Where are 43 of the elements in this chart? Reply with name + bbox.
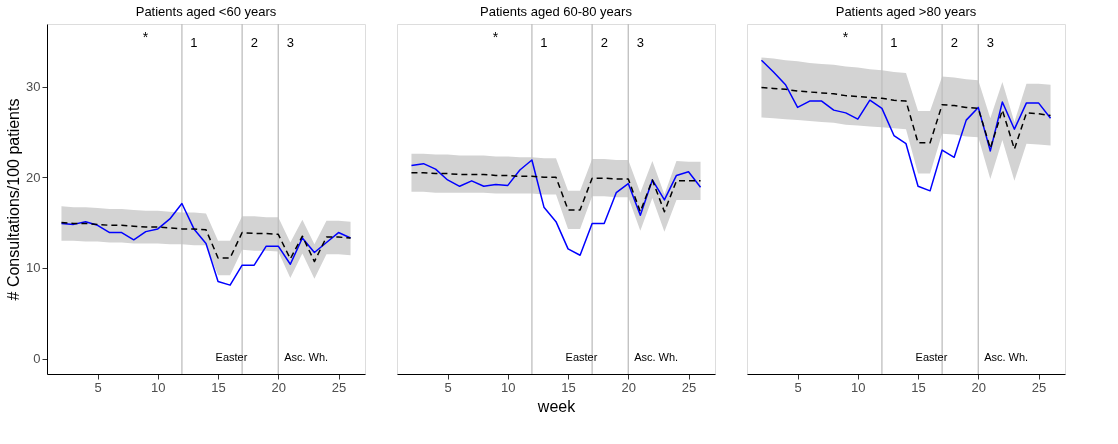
- x-tick-label: 15: [211, 379, 226, 395]
- chart-title: Patients aged 60-80 years: [480, 4, 633, 20]
- chart-title: Patients aged >80 years: [835, 4, 977, 20]
- x-tick-label: 20: [271, 379, 287, 395]
- annotation: 1: [540, 35, 548, 51]
- x-tick-label: 15: [911, 379, 926, 395]
- annotation: *: [142, 29, 149, 45]
- annotation: 1: [890, 35, 898, 51]
- annotation: Easter: [915, 351, 948, 364]
- annotation: 3: [286, 35, 294, 51]
- annotation: *: [842, 29, 849, 45]
- x-tick-label: 15: [561, 379, 576, 395]
- annotation: 2: [600, 35, 608, 51]
- annotation: Asc. Wh.: [984, 351, 1029, 364]
- y-axis-title: # Consultations/100 patients: [5, 98, 23, 301]
- x-tick-label: 25: [331, 379, 347, 395]
- x-tick-label: 25: [681, 379, 697, 395]
- x-tick-label: 20: [971, 379, 987, 395]
- x-axis-title: week: [536, 397, 577, 415]
- y-tick-label: 30: [26, 79, 41, 95]
- annotation: 2: [250, 35, 258, 51]
- annotation: Asc. Wh.: [634, 351, 679, 364]
- line-series: [60, 221, 352, 263]
- annotation: 3: [986, 35, 994, 51]
- x-tick-label: 5: [94, 379, 102, 395]
- annotation: 1: [190, 35, 198, 51]
- annotation: Easter: [215, 351, 248, 364]
- x-tick-label: 25: [1031, 379, 1047, 395]
- annotation: Asc. Wh.: [284, 351, 329, 364]
- annotation: 3: [636, 35, 644, 51]
- x-tick-label: 10: [851, 379, 866, 395]
- x-tick-label: 5: [444, 379, 452, 395]
- annotation: 2: [950, 35, 958, 51]
- annotation: *: [492, 29, 499, 45]
- annotation: Easter: [565, 351, 598, 364]
- chart-title: Patients aged <60 years: [135, 4, 277, 20]
- y-tick-label: 20: [26, 169, 41, 185]
- y-tick-label: 0: [33, 351, 41, 367]
- x-tick-label: 20: [621, 379, 637, 395]
- x-tick-label: 10: [151, 379, 166, 395]
- y-tick-label: 10: [26, 260, 41, 276]
- x-tick-label: 5: [794, 379, 802, 395]
- x-tick-label: 10: [501, 379, 516, 395]
